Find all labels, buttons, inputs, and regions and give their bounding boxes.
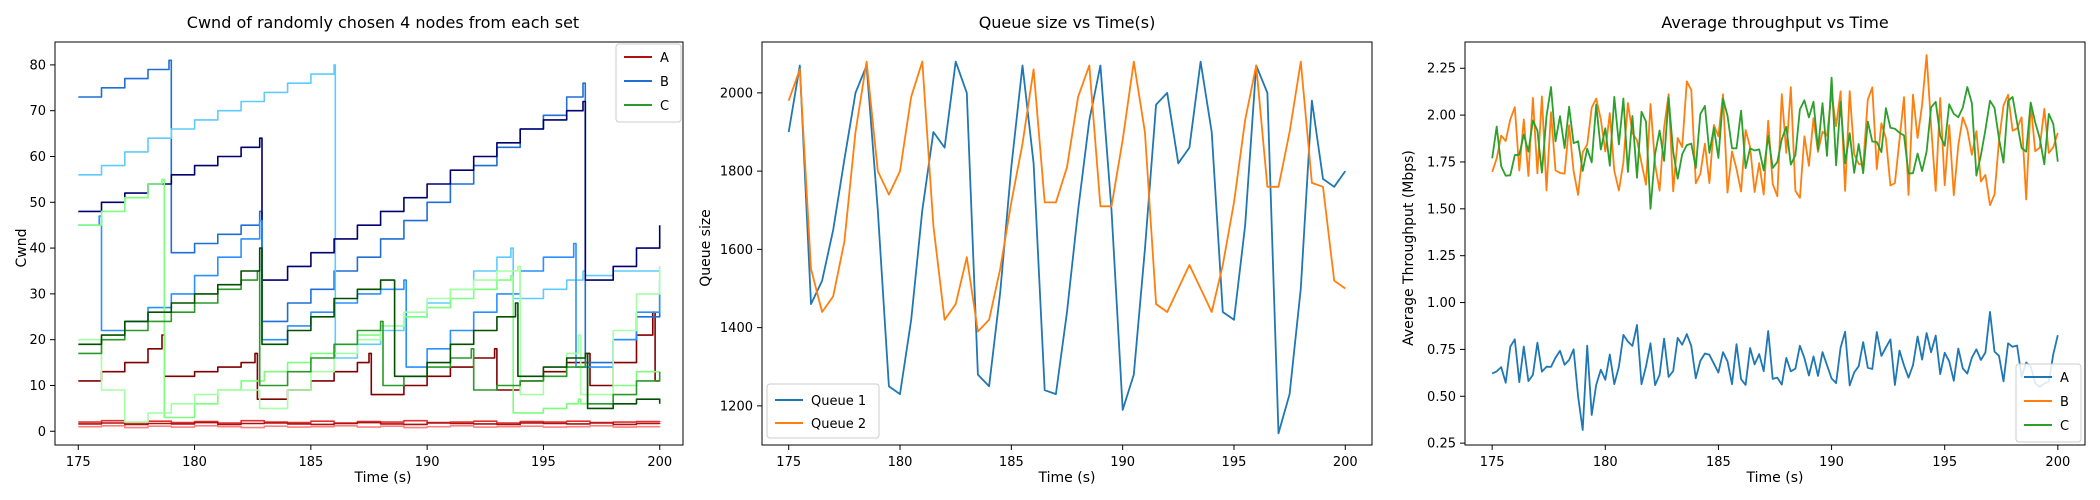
y-tick-label: 1.00	[1427, 296, 1456, 311]
x-tick-label: 195	[1222, 455, 1247, 470]
series-line-a-1	[78, 419, 661, 424]
y-tick-label: 2000	[720, 86, 753, 101]
throughput-chart-panel: 175 180 185 190 195 200 0.25 0.50 0.75 1.00 1.25 1.…	[1401, 13, 2086, 486]
x-tick-label: 190	[1819, 455, 1844, 470]
y-tick-label: 60	[29, 150, 46, 165]
x-tick-label: 190	[415, 455, 440, 470]
series-line-a-3	[78, 311, 660, 400]
cwnd-chart-panel: 175 180 185 190 195 200 0 10 20 30 40 50 60 70 80 Cwnd…	[14, 13, 684, 486]
throughput-chart-legend: A B C	[2015, 363, 2082, 443]
x-tick-label: 200	[2045, 455, 2070, 470]
y-tick-label: 1.50	[1427, 202, 1456, 217]
queue-chart-xlabel: Time (s)	[1038, 470, 1096, 486]
legend-label-a: A	[660, 51, 669, 66]
queue-chart-title: Queue size vs Time(s)	[979, 13, 1156, 32]
queue-size-chart-panel: 175 180 185 190 195 200 1200 1400 1600 1800 2000 Q…	[698, 13, 1373, 486]
legend-box	[2015, 363, 2082, 443]
series-line-b	[1491, 54, 2059, 206]
x-tick-label: 185	[999, 455, 1024, 470]
y-tick-label: 20	[29, 333, 46, 348]
x-tick-label: 190	[1110, 455, 1135, 470]
legend-box	[615, 43, 682, 123]
x-tick-label: 175	[776, 455, 801, 470]
x-tick-label: 185	[298, 455, 323, 470]
plot-area: 175 180 185 190 195 200 0 10 20 30 40 50 60 70 80	[29, 41, 684, 470]
plot-area: 175 180 185 190 195 200 0.25 0.50 0.75 1.00 1.25 1.…	[1427, 41, 2086, 470]
queue-chart-legend: Queue 1 Queue 2	[766, 383, 880, 439]
legend-label-b: B	[660, 75, 669, 90]
x-tick-label: 195	[1932, 455, 1957, 470]
throughput-chart-ylabel: Average Throughput (Mbps)	[1401, 150, 1417, 346]
x-tick-label: 185	[1706, 455, 1731, 470]
throughput-chart-xlabel: Time (s)	[1746, 470, 1804, 486]
legend-label-b: B	[2060, 395, 2069, 410]
y-tick-label: 80	[29, 58, 46, 73]
series-line-b-4	[78, 59, 661, 364]
y-tick-label: 70	[29, 104, 46, 119]
x-tick-label: 195	[531, 455, 556, 470]
y-tick-label: 50	[29, 196, 46, 211]
x-tick-label: 180	[888, 455, 913, 470]
series-line-c	[1491, 76, 2059, 210]
y-tick-label: 40	[29, 242, 46, 257]
plot-area: 175 180 185 190 195 200 1200 1400 1600 1800 2000	[720, 41, 1373, 470]
plot-frame	[761, 41, 1373, 446]
y-tick-label: 1.75	[1427, 155, 1456, 170]
series-lines	[1491, 54, 2059, 431]
legend-label-a: A	[2060, 371, 2069, 386]
cwnd-chart-legend: A B C	[615, 43, 682, 123]
y-tick-label: 0.75	[1427, 343, 1456, 358]
x-tick-label: 175	[66, 455, 91, 470]
x-tick-label: 180	[1593, 455, 1618, 470]
y-tick-label: 1.25	[1427, 249, 1456, 264]
plot-frame	[1464, 41, 2086, 446]
series-line-queue-2	[787, 60, 1346, 333]
series-line-c-9	[78, 265, 661, 423]
series-line-c-10	[78, 270, 661, 405]
legend-label-queue-2: Queue 2	[811, 417, 866, 432]
series-line-c-11	[78, 247, 661, 410]
x-tick-label: 200	[1333, 455, 1358, 470]
legend-label-c: C	[2060, 419, 2069, 434]
y-tick-label: 10	[29, 379, 46, 394]
legend-box	[766, 383, 880, 439]
y-tick-label: 1200	[720, 399, 753, 414]
series-lines	[78, 59, 661, 429]
x-tick-label: 200	[647, 455, 672, 470]
x-tick-label: 175	[1480, 455, 1505, 470]
cwnd-chart-xlabel: Time (s)	[354, 470, 412, 486]
series-line-queue-1	[787, 60, 1347, 435]
series-lines	[787, 60, 1347, 435]
legend-label-c: C	[660, 99, 669, 114]
series-line-a-0	[78, 425, 661, 429]
legend-label-queue-1: Queue 1	[811, 394, 866, 409]
cwnd-chart-title: Cwnd of randomly chosen 4 nodes from eac…	[187, 13, 579, 32]
y-tick-label: 1400	[720, 321, 753, 336]
x-tick-label: 180	[182, 455, 207, 470]
series-line-b-6	[78, 100, 661, 281]
y-tick-label: 1600	[720, 243, 753, 258]
cwnd-chart-ylabel: Cwnd	[14, 229, 30, 268]
y-tick-label: 0.25	[1427, 437, 1456, 452]
y-tick-label: 2.00	[1427, 109, 1456, 124]
y-tick-label: 2.25	[1427, 62, 1456, 77]
y-tick-label: 1800	[720, 165, 753, 180]
y-tick-label: 0	[38, 425, 46, 440]
y-tick-label: 30	[29, 287, 46, 302]
series-line-a-2	[78, 421, 661, 426]
throughput-chart-title: Average throughput vs Time	[1661, 13, 1888, 32]
plot-frame	[54, 41, 684, 446]
y-tick-label: 0.50	[1427, 390, 1456, 405]
queue-chart-ylabel: Queue size	[698, 209, 714, 287]
series-line-a	[1491, 311, 2059, 431]
